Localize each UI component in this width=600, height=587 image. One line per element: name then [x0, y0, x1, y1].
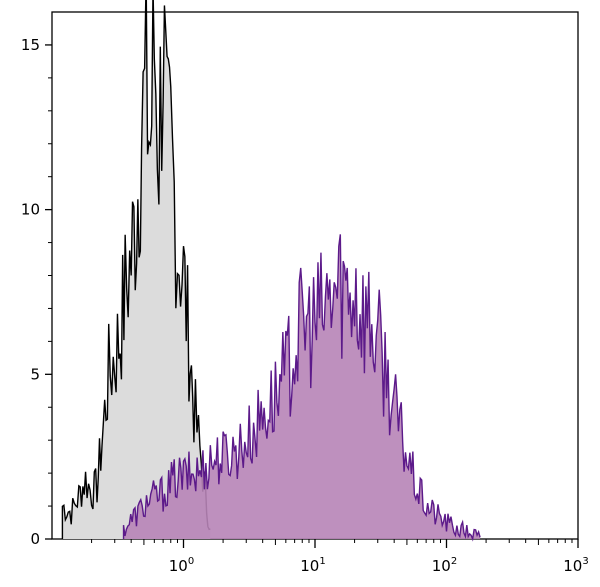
- stained-line: [122, 234, 481, 542]
- x-tick-exponent: 0: [188, 556, 194, 567]
- x-tick-base: 10: [432, 557, 451, 575]
- y-tick-label: 15: [21, 36, 40, 54]
- series-layer: [61, 0, 481, 542]
- x-tick-label: 103: [563, 556, 588, 575]
- x-tick-base: 10: [563, 557, 582, 575]
- x-tick-label: 101: [300, 556, 325, 575]
- x-tick-exponent: 3: [582, 556, 588, 567]
- y-axis: 0 5 10 15: [21, 36, 52, 548]
- control-line: [61, 0, 211, 539]
- stained-area: [123, 234, 481, 539]
- x-tick-label: 100: [169, 556, 194, 575]
- x-tick-base: 10: [300, 557, 319, 575]
- y-tick-label: 0: [30, 530, 40, 548]
- x-axis: 100 101 102 103: [91, 539, 589, 575]
- x-tick-label: 102: [432, 556, 457, 575]
- y-tick-label: 10: [21, 201, 40, 219]
- y-tick-label: 5: [30, 365, 40, 383]
- x-tick-exponent: 1: [319, 556, 325, 567]
- x-tick-exponent: 2: [451, 556, 457, 567]
- x-tick-base: 10: [169, 557, 188, 575]
